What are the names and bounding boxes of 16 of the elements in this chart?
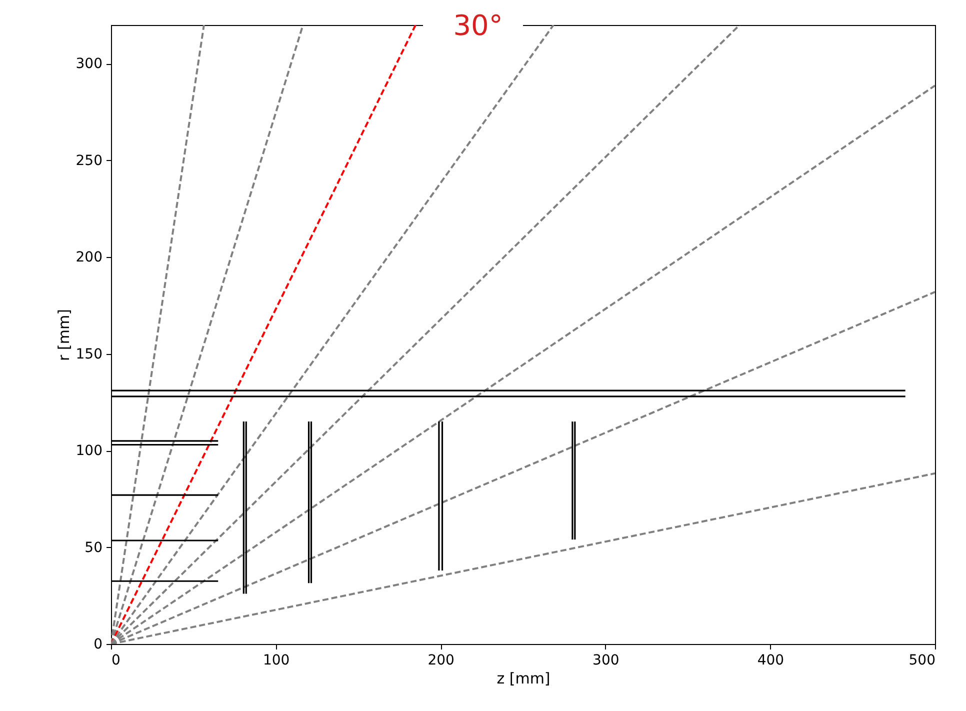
y-tick-label: 300 [76,56,102,72]
y-tick-label: 50 [84,540,102,556]
x-tick-label: 300 [592,652,620,668]
annotation: 30° [453,9,503,42]
x-tick-label: 100 [262,652,290,668]
y-axis-title: r [mm] [54,309,73,361]
x-tick-label: 200 [428,652,454,668]
y-tick-label: 0 [94,636,102,652]
y-tick-label: 200 [76,250,102,266]
x-tick-label: 400 [757,652,784,668]
y-tick-label: 100 [76,443,102,460]
x-tick-label: 500 [908,652,936,668]
x-tick-label: 0 [112,652,120,668]
y-tick-label: 250 [76,152,102,169]
x-axis-title: z [mm] [496,670,550,688]
y-tick-label: 150 [76,346,102,362]
